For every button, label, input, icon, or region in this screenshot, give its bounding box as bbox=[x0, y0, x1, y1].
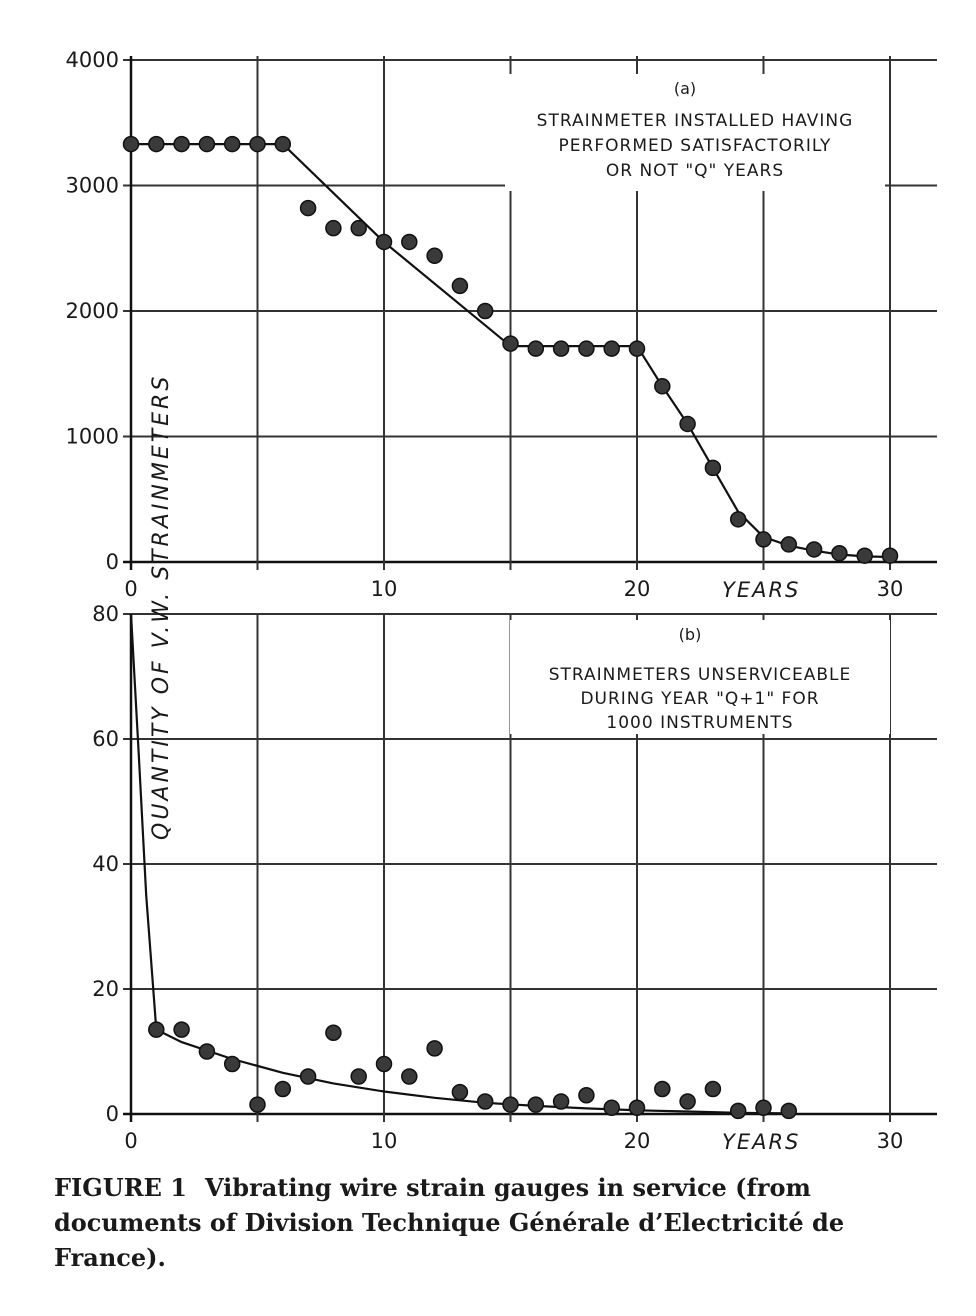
data-point bbox=[704, 1080, 722, 1098]
data-point bbox=[628, 1099, 646, 1116]
data-point bbox=[780, 1102, 798, 1120]
data-point bbox=[502, 335, 519, 352]
data-point bbox=[552, 340, 570, 357]
panel-title-line: OR NOT "Q" YEARS bbox=[606, 161, 784, 181]
data-point bbox=[426, 1040, 443, 1057]
data-point bbox=[173, 1021, 190, 1038]
x-tick-label: 0 bbox=[124, 577, 137, 601]
data-point bbox=[274, 1080, 292, 1098]
panel-title-line: STRAINMETER INSTALLED HAVING bbox=[537, 111, 854, 131]
data-point bbox=[527, 340, 545, 357]
x-tick-label: 30 bbox=[877, 1129, 904, 1153]
data-point bbox=[881, 547, 899, 564]
data-point bbox=[654, 1080, 671, 1098]
data-point bbox=[527, 1096, 545, 1113]
x-tick-label: 20 bbox=[624, 1129, 651, 1153]
panel-b: 0 20 40 60 80 0 10 20 30 YEARS (b) STRAINMETERS UNS… bbox=[92, 602, 937, 1154]
data-point bbox=[198, 1043, 216, 1060]
data-point bbox=[198, 135, 216, 153]
panel-a: 0 1000 2000 3000 4000 0 10 20 30 YEARS (a) STRAINME… bbox=[66, 48, 937, 602]
data-point bbox=[704, 459, 722, 477]
data-point bbox=[451, 1083, 469, 1101]
y-tick-label: 0 bbox=[106, 550, 119, 574]
data-point bbox=[552, 1093, 570, 1110]
data-point bbox=[375, 233, 393, 251]
data-point bbox=[249, 1096, 266, 1113]
fit-line bbox=[129, 613, 789, 1115]
data-point bbox=[401, 233, 418, 251]
data-point bbox=[223, 135, 241, 153]
data-point bbox=[401, 1068, 418, 1085]
data-point bbox=[223, 1055, 241, 1073]
annotation-backdrop bbox=[510, 620, 890, 734]
y-tick-label: 1000 bbox=[66, 425, 119, 449]
data-point bbox=[856, 547, 873, 564]
data-point bbox=[755, 531, 772, 548]
panel-tag: (a) bbox=[674, 79, 696, 98]
data-point bbox=[780, 536, 798, 553]
x-tick-label: 30 bbox=[877, 577, 904, 601]
y-tick-label: 20 bbox=[92, 977, 119, 1001]
panel-title-line: PERFORMED SATISFACTORILY bbox=[559, 136, 832, 156]
panel-title-line: 1000 INSTRUMENTS bbox=[606, 713, 793, 733]
y-tick-label: 2000 bbox=[66, 299, 119, 323]
data-point bbox=[628, 340, 646, 357]
data-point bbox=[502, 1096, 519, 1113]
panel-title-line: STRAINMETERS UNSERVICEABLE bbox=[549, 665, 852, 685]
data-point bbox=[173, 135, 190, 153]
caption-label: FIGURE 1 bbox=[54, 1173, 187, 1202]
data-point bbox=[350, 219, 367, 237]
data-point bbox=[299, 199, 317, 217]
data-point bbox=[603, 1099, 620, 1116]
annotation-backdrop bbox=[505, 74, 885, 191]
data-point bbox=[451, 277, 469, 295]
y-tick-label: 4000 bbox=[66, 48, 119, 72]
data-point bbox=[805, 541, 823, 558]
data-point bbox=[148, 1021, 165, 1038]
data-point bbox=[729, 1102, 747, 1120]
data-point bbox=[299, 1068, 317, 1085]
data-point bbox=[831, 544, 848, 562]
x-tick-label: 20 bbox=[624, 577, 651, 601]
data-point bbox=[426, 247, 443, 265]
data-point bbox=[578, 340, 595, 357]
data-point bbox=[578, 1087, 595, 1104]
data-point bbox=[249, 135, 266, 153]
data-point bbox=[654, 378, 671, 395]
data-point bbox=[679, 415, 696, 433]
x-tick-label: 0 bbox=[124, 1129, 137, 1153]
data-point bbox=[148, 135, 165, 153]
y-tick-label: 0 bbox=[106, 1102, 119, 1126]
data-point bbox=[350, 1068, 367, 1085]
panel-tag: (b) bbox=[679, 625, 702, 644]
x-tick-label: 10 bbox=[371, 1129, 398, 1153]
y-tick-label: 80 bbox=[92, 602, 119, 626]
y-tick-label: 40 bbox=[92, 852, 119, 876]
data-point bbox=[755, 1099, 772, 1116]
data-point bbox=[375, 1055, 393, 1073]
x-axis-label: YEARS bbox=[722, 578, 800, 602]
data-point bbox=[476, 1093, 494, 1110]
x-axis-label: YEARS bbox=[722, 1130, 800, 1154]
data-point bbox=[679, 1093, 696, 1110]
y-tick-label: 60 bbox=[92, 727, 119, 751]
data-point bbox=[274, 135, 292, 153]
data-point bbox=[476, 302, 494, 320]
x-tick-label: 10 bbox=[371, 577, 398, 601]
data-point bbox=[325, 1024, 342, 1041]
data-point bbox=[122, 135, 140, 153]
figure-caption: FIGURE 1 Vibrating wire strain gauges in … bbox=[54, 1170, 904, 1275]
y-tick-label: 3000 bbox=[66, 174, 119, 198]
y-axis-label: QUANTITY OF V.W. STRAINMETERS bbox=[149, 374, 174, 840]
data-point bbox=[729, 511, 747, 528]
data-point bbox=[325, 219, 342, 237]
panel-title-line: DURING YEAR "Q+1" FOR bbox=[580, 689, 819, 709]
caption-text: Vibrating wire strain gauges in service … bbox=[54, 1173, 845, 1272]
data-point bbox=[603, 340, 620, 357]
